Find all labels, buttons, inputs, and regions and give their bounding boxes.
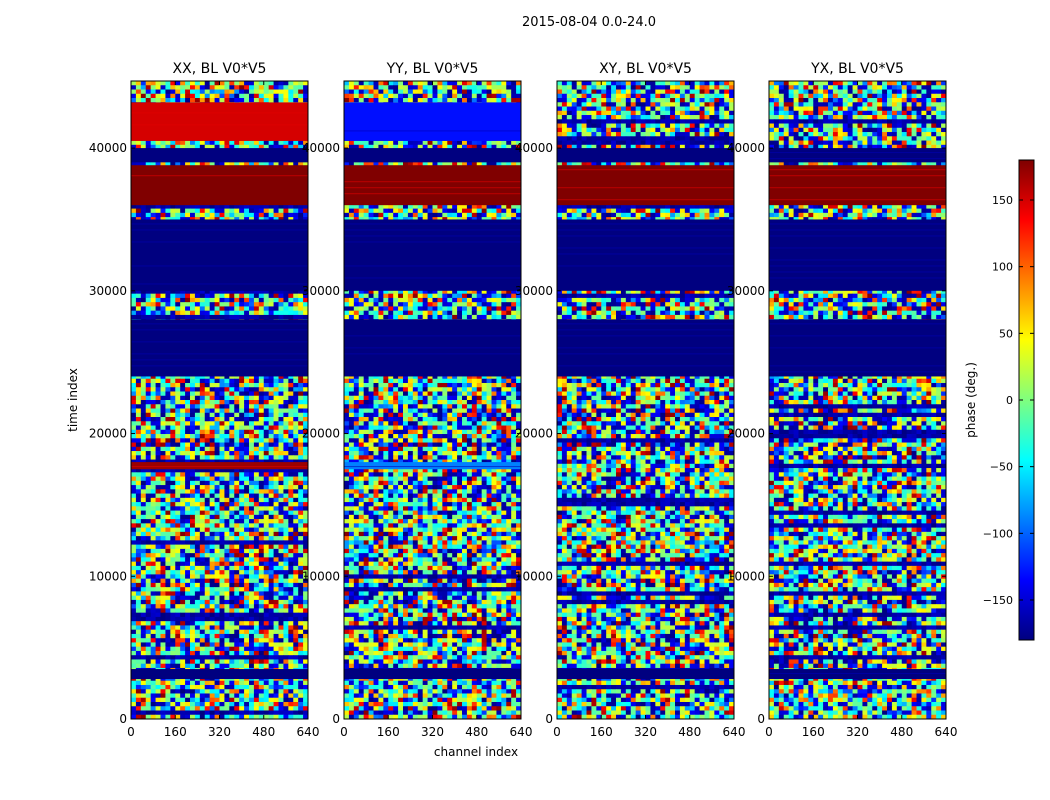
- y-tick-label: 30000: [302, 284, 340, 298]
- y-tick-label: 20000: [515, 427, 553, 441]
- panel-3: XY, BL V0*V5 0 160 320 480 640 0 10000 20000 3000…: [515, 61, 746, 739]
- panel-1: XX, BL V0*V5 0 160 320 480 640 0 10000 20000 3000…: [89, 61, 320, 739]
- y-tick-label: 10000: [515, 569, 553, 583]
- y-tick-label: 10000: [89, 569, 127, 583]
- panel-title: XX, BL V0*V5: [173, 61, 267, 77]
- phase-band: [344, 669, 521, 680]
- colorbar-tick-label: −150: [983, 594, 1013, 607]
- x-tick-label: 160: [377, 725, 400, 739]
- phase-band: [769, 165, 946, 206]
- colorbar-tick-label: −50: [990, 461, 1013, 474]
- y-tick-label: 30000: [515, 284, 553, 298]
- y-tick-label: 0: [757, 712, 765, 726]
- x-tick-label: 320: [634, 725, 657, 739]
- phase-band: [769, 219, 946, 291]
- colorbar-tick-label: 50: [999, 327, 1013, 340]
- y-tick-label: 40000: [302, 141, 340, 155]
- y-tick-label: 20000: [302, 427, 340, 441]
- y-tick-label: 30000: [89, 284, 127, 298]
- y-tick-label: 40000: [89, 141, 127, 155]
- y-tick-label: 40000: [727, 141, 765, 155]
- x-tick-label: 0: [127, 725, 135, 739]
- panel-noise: [344, 81, 522, 720]
- phase-band: [344, 219, 521, 291]
- phase-band: [344, 462, 521, 470]
- phase-band: [557, 148, 734, 163]
- x-tick-label: 480: [465, 725, 488, 739]
- x-tick-label: 0: [765, 725, 773, 739]
- y-tick-label: 30000: [727, 284, 765, 298]
- phase-band: [344, 165, 521, 206]
- x-tick-label: 480: [890, 725, 913, 739]
- panel-title: XY, BL V0*V5: [599, 61, 692, 77]
- colorbar-tick-label: 150: [992, 194, 1013, 207]
- x-tick-label: 0: [340, 725, 348, 739]
- phase-band: [557, 219, 734, 291]
- x-tick-label: 320: [421, 725, 444, 739]
- x-tick-label: 480: [678, 725, 701, 739]
- x-tick-label: 160: [164, 725, 187, 739]
- phase-band: [344, 102, 521, 141]
- figure-title: 2015-08-04 0.0-24.0: [522, 15, 656, 30]
- phase-band: [344, 148, 521, 163]
- y-tick-label: 0: [332, 712, 340, 726]
- phase-band: [557, 165, 734, 206]
- panel-2: YY, BL V0*V5 0 160 320 480 640 0 10000 20000 3000…: [302, 61, 533, 739]
- colorbar-tick-label: 0: [1006, 394, 1013, 407]
- y-axis-label: time index: [66, 368, 80, 432]
- y-tick-label: 10000: [727, 569, 765, 583]
- colorbar-tick-label: 100: [992, 261, 1013, 274]
- colorbar: 150 100 50 0 −50 −100 −150: [983, 159, 1035, 641]
- phase-band: [131, 102, 308, 141]
- panels-group: XX, BL V0*V5 0 160 320 480 640 0 10000 20000 3000…: [89, 61, 958, 739]
- panel-4: YX, BL V0*V5 0 160 320 480 640 0 10000 20000 3000…: [727, 61, 958, 739]
- x-tick-label: 640: [510, 725, 533, 739]
- y-tick-label: 10000: [302, 569, 340, 583]
- phase-band: [131, 462, 308, 470]
- x-tick-label: 640: [935, 725, 958, 739]
- panel-title: YY, BL V0*V5: [386, 61, 479, 77]
- x-tick-label: 640: [297, 725, 320, 739]
- y-tick-label: 40000: [515, 141, 553, 155]
- y-tick-label: 20000: [89, 427, 127, 441]
- x-tick-label: 0: [553, 725, 561, 739]
- phase-band: [769, 148, 946, 163]
- phase-band: [131, 669, 308, 680]
- x-tick-label: 480: [252, 725, 275, 739]
- x-tick-label: 160: [802, 725, 825, 739]
- panel-noise: [769, 81, 947, 720]
- x-tick-label: 320: [208, 725, 231, 739]
- x-tick-label: 640: [723, 725, 746, 739]
- x-axis-label: channel index: [434, 745, 518, 759]
- x-tick-label: 320: [846, 725, 869, 739]
- colorbar-tick-label: −100: [983, 527, 1013, 540]
- colorbar-label: phase (deg.): [964, 362, 978, 438]
- phase-band: [131, 148, 308, 163]
- x-tick-label: 160: [590, 725, 613, 739]
- y-tick-label: 0: [119, 712, 127, 726]
- y-tick-label: 0: [545, 712, 553, 726]
- phase-band: [131, 319, 308, 377]
- phase-band: [131, 219, 308, 291]
- phase-band: [557, 669, 734, 680]
- y-tick-label: 20000: [727, 427, 765, 441]
- panel-title: YX, BL V0*V5: [810, 61, 904, 77]
- phase-band: [131, 165, 308, 206]
